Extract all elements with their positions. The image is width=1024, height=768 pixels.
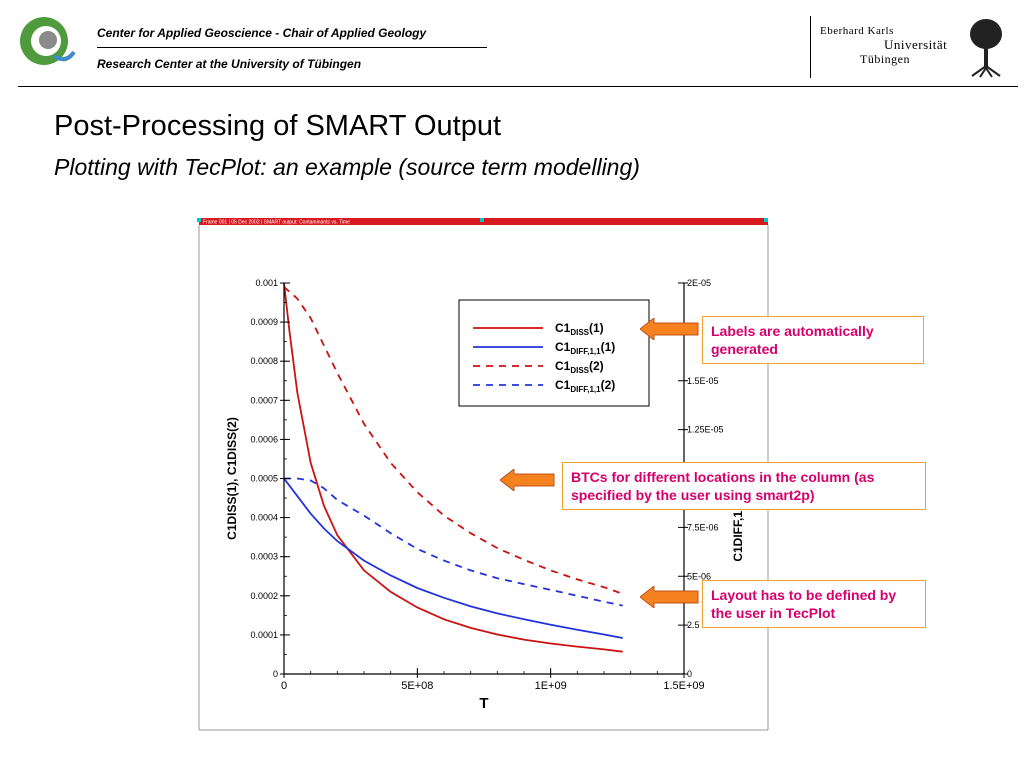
series-line-1 <box>283 477 623 639</box>
x-tick-label: 5E+08 <box>401 680 433 692</box>
university-line-1: Eberhard Karls <box>820 25 894 37</box>
y-left-tick-label: 0.0008 <box>250 356 278 366</box>
y-left-tick-label: 0.0004 <box>250 513 278 523</box>
legend-box <box>458 299 650 407</box>
layout-arrow-icon <box>640 586 699 608</box>
slide-header: Center for Applied Geoscience - Chair of… <box>0 0 1024 87</box>
geoscience-logo <box>20 17 76 65</box>
x-tick-label: 1E+09 <box>535 680 567 692</box>
university-name: Eberhard Karls Universität Tübingen <box>820 24 947 66</box>
header-institute-line: Center for Applied Geoscience - Chair of… <box>97 26 427 40</box>
frame-handle-2 <box>764 218 768 222</box>
callout-btcs: BTCs for different locations in the colu… <box>562 462 926 510</box>
y-left-tick-label: 0.0003 <box>250 552 278 562</box>
tecplot-frame: Frame 001 | 05 Dec 2002 | SMART output: … <box>197 218 770 732</box>
legend-label: C1DISS(1) <box>555 321 604 337</box>
legend-label: C1DIFF,1,1(2) <box>555 378 615 394</box>
legend-label: C1DIFF,1,1(1) <box>555 340 615 356</box>
y-right-tick-label: 5E-06 <box>687 571 711 581</box>
university-line-2: Universität <box>884 37 948 52</box>
y-right-tick-label: 0 <box>687 669 692 679</box>
y-right-tick-label: 1.5E-05 <box>687 376 719 386</box>
y-axis-left-label: C1DISS(1), C1DISS(2) <box>225 417 239 540</box>
y-right-tick-label: 1.25E-05 <box>687 425 724 435</box>
legend-label: C1DISS(2) <box>555 359 604 375</box>
y-left-tick-label: 0.0005 <box>250 474 278 484</box>
header-divider <box>97 47 487 48</box>
y-left-tick-label: 0.0006 <box>250 434 278 444</box>
y-left-tick-label: 0.0001 <box>250 630 278 640</box>
callout-layout: Layout has to be defined by the user in … <box>702 580 926 628</box>
y-left-tick-label: 0 <box>273 669 278 679</box>
university-line-3: Tübingen <box>860 52 910 66</box>
header-research-line: Research Center at the University of Tüb… <box>97 57 362 71</box>
btcs-arrow-icon <box>500 469 555 491</box>
y-right-tick-label: 2E-05 <box>687 278 711 288</box>
series-line-0 <box>283 282 623 653</box>
plot-header-text: Frame 001 | 05 Dec 2002 | SMART output: … <box>203 220 350 226</box>
y-right-tick-label: 2.5 <box>687 620 700 630</box>
frame-handle-0 <box>197 218 201 222</box>
page-title: Post-Processing of SMART Output <box>54 110 502 142</box>
university-separator <box>810 16 811 78</box>
x-axis-label: T <box>479 695 488 712</box>
series-line-2 <box>283 286 623 595</box>
header-bottom-rule <box>18 86 1018 87</box>
page-subtitle: Plotting with TecPlot: an example (sourc… <box>54 154 640 180</box>
university-tree-logo <box>970 19 1002 78</box>
y-left-tick-label: 0.0009 <box>250 317 278 327</box>
x-tick-label: 1.5E+09 <box>663 680 704 692</box>
y-left-tick-label: 0.0002 <box>250 591 278 601</box>
x-tick-label: 0 <box>281 680 287 692</box>
y-right-tick-label: 7.5E-06 <box>687 522 719 532</box>
labels-arrow-icon <box>640 318 699 340</box>
callout-labels: Labels are automatically generated <box>702 316 924 364</box>
frame-handle-1 <box>480 218 484 222</box>
y-left-tick-label: 0.0007 <box>250 395 278 405</box>
line-chart: Frame 001 | 05 Dec 2002 | SMART output: … <box>197 218 769 731</box>
y-left-tick-label: 0.001 <box>255 278 278 288</box>
